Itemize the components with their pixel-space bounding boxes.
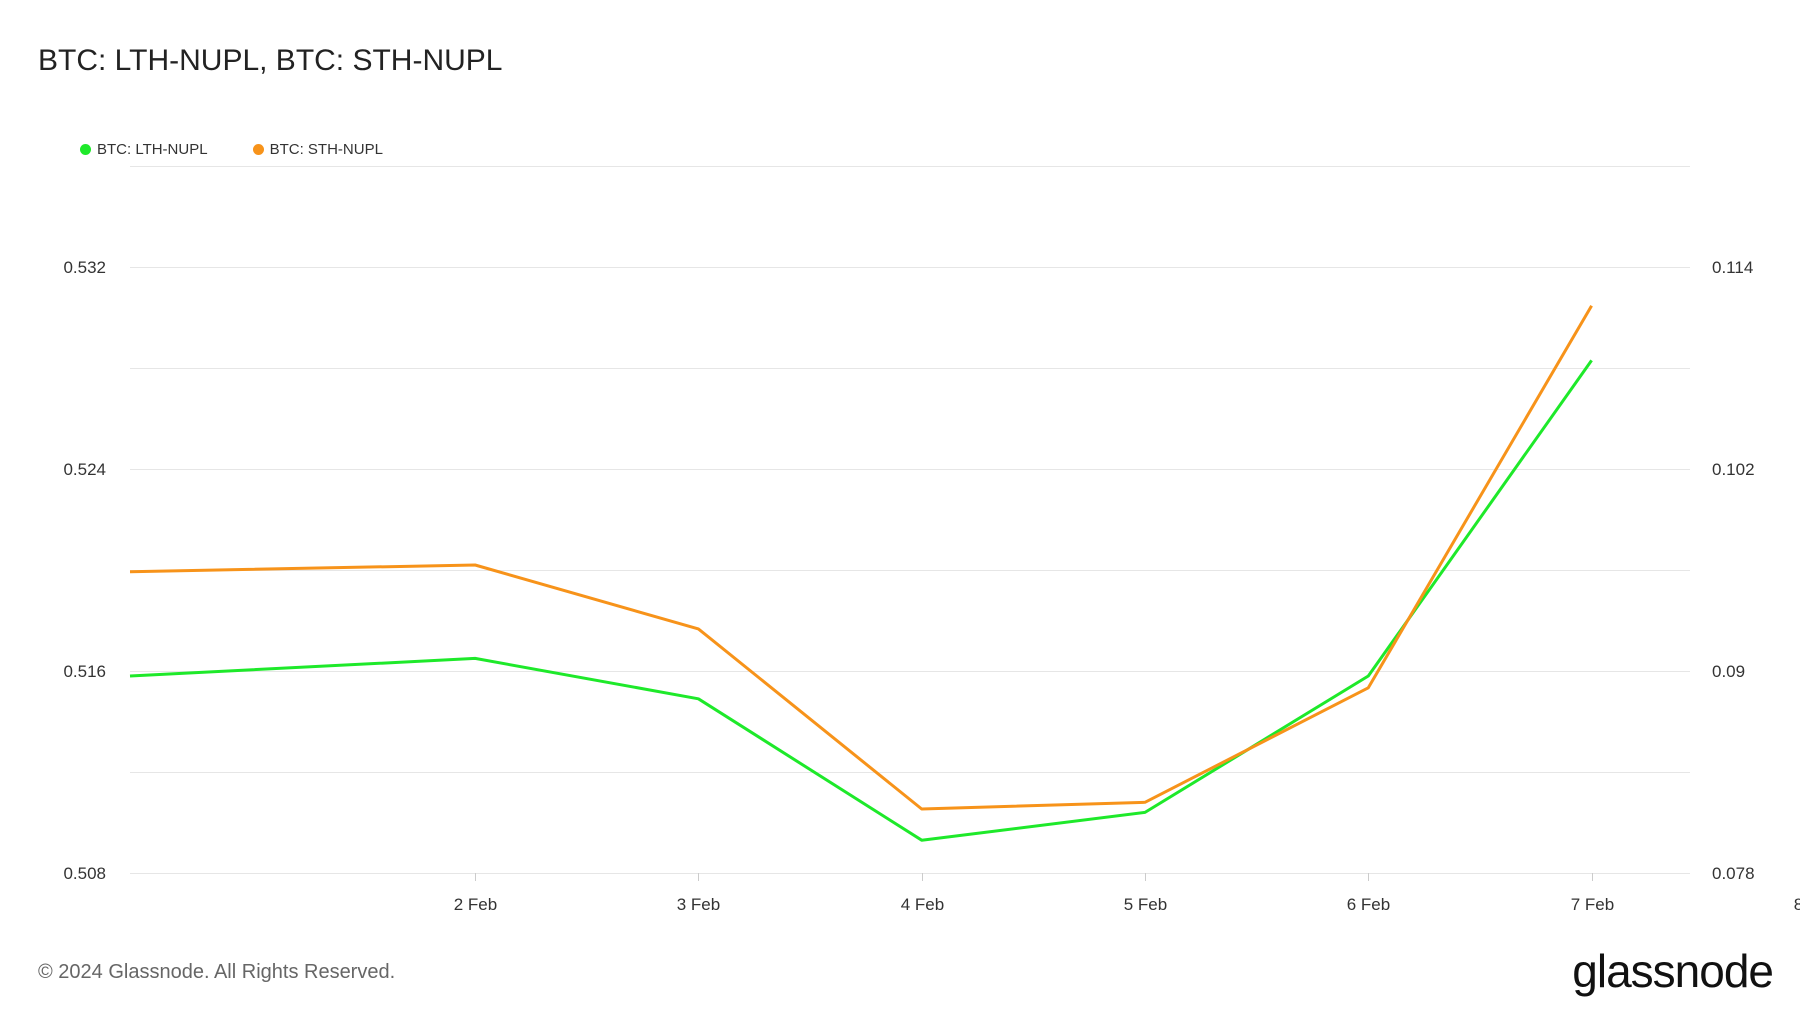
x-axis-tick-label: 4 Feb bbox=[901, 895, 944, 914]
right-axis-tick-label: 0.09 bbox=[1712, 662, 1745, 681]
right-axis-tick-label: 0.102 bbox=[1712, 460, 1755, 479]
x-axis-tick-label: 2 Feb bbox=[454, 895, 497, 914]
series-line-sth-nupl bbox=[129, 304, 1593, 811]
x-axis-tick-label: 7 Feb bbox=[1571, 895, 1614, 914]
legend-item-lth[interactable]: BTC: LTH-NUPL bbox=[80, 141, 208, 158]
legend-label-sth: BTC: STH-NUPL bbox=[269, 141, 383, 158]
right-axis-tick-label: 0.114 bbox=[1712, 258, 1753, 277]
left-axis-tick-label: 0.516 bbox=[63, 662, 106, 681]
legend-label-lth: BTC: LTH-NUPL bbox=[97, 141, 208, 158]
legend: BTC: LTH-NUPL BTC: STH-NUPL bbox=[80, 141, 383, 158]
x-axis-tick-label: 8 Feb bbox=[1794, 895, 1800, 914]
chart-title: BTC: LTH-NUPL, BTC: STH-NUPL bbox=[38, 44, 503, 77]
series-line-lth-nupl bbox=[129, 359, 1593, 842]
legend-dot-sth bbox=[252, 144, 264, 155]
x-axis-tick-label: 5 Feb bbox=[1124, 895, 1167, 914]
right-axis-tick-label: 0.078 bbox=[1712, 864, 1755, 883]
legend-dot-lth bbox=[80, 144, 91, 155]
left-axis-tick-label: 0.524 bbox=[63, 460, 106, 479]
x-axis-tick-label: 6 Feb bbox=[1347, 895, 1390, 914]
left-axis-tick-label: 0.508 bbox=[63, 864, 106, 883]
left-axis-tick-label: 0.532 bbox=[63, 258, 106, 277]
legend-item-sth[interactable]: BTC: STH-NUPL bbox=[252, 141, 383, 158]
copyright-footer: © 2024 Glassnode. All Rights Reserved. bbox=[38, 961, 396, 983]
x-axis-tick-label: 3 Feb bbox=[677, 895, 720, 914]
glassnode-logo: glassnode bbox=[1572, 945, 1774, 997]
